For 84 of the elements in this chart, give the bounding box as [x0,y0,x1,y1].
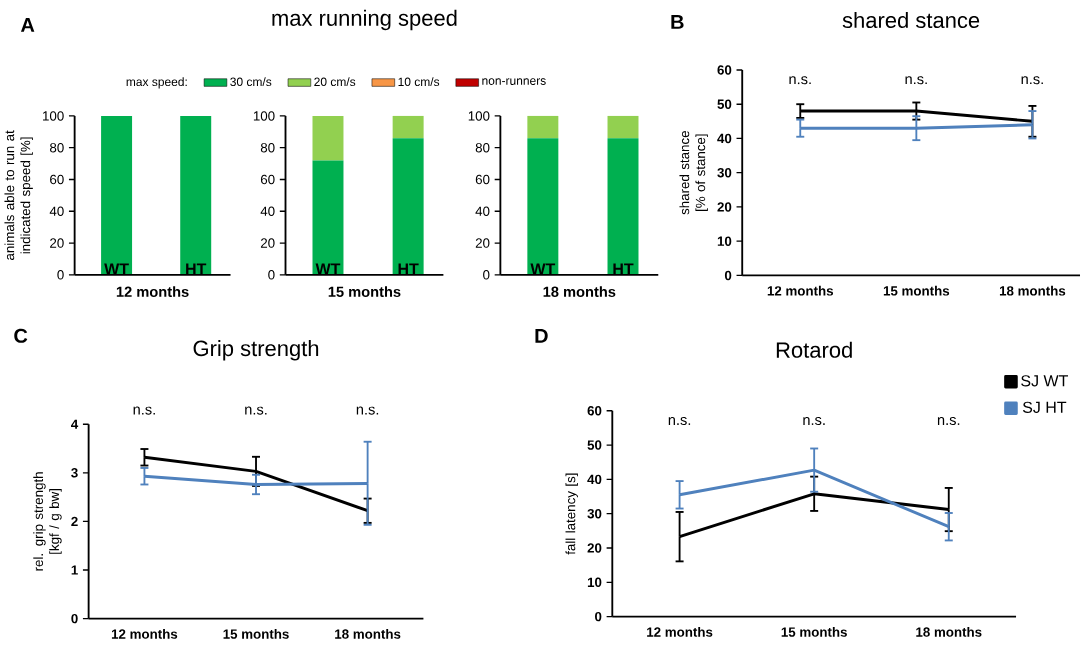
y-tick-label: 10 [587,577,602,588]
y-tick-label: 50 [587,440,602,450]
y-tick-label: 20 [717,202,732,212]
y-tick-label: 20 [475,238,490,248]
y-tick-label: 3 [71,468,78,478]
y-tick-label: 60 [717,65,732,75]
text: A [20,18,35,33]
x-tick-label: HT [398,263,419,275]
y-tick-label: 1 [71,565,78,575]
y-tick-label: 100 [43,111,64,121]
legend-label: 10 cm/s [398,77,440,87]
chart-title: shared stance [842,12,980,29]
text: n.s. [356,406,379,415]
y-axis-title: rel. grip strength [kgf / g bw] [33,472,62,571]
y-tick-label: 60 [260,174,275,185]
bar [312,116,344,161]
y-tick-label: 80 [475,143,490,153]
y-tick-label: 4 [71,419,79,430]
x-tick-label: 15 months [781,627,847,637]
y-tick-label: 60 [587,406,602,416]
chart-title: Grip strength [193,340,319,361]
annotation: n.s. [789,76,811,85]
x-tick-label: WT [104,263,129,275]
y-tick-label: 80 [260,143,275,153]
y-tick-label: 2 [71,516,78,527]
y-axis-title: fall latency [s] [565,473,578,555]
x-tick-label: HT [613,263,634,275]
y-axis-title: animals able to run at indicated speed [%] [4,130,33,261]
y-tick-label: 0 [268,270,275,280]
y-tick-label: 0 [595,612,602,622]
x-tick-label: 15 months [223,629,289,639]
legend-title: max speed: [126,77,187,89]
bar [312,160,344,276]
text: C [14,328,28,344]
y-tick-label: 0 [724,270,732,281]
text: B [671,15,684,30]
y-tick-label: 50 [717,99,732,110]
y-tick-label: 60 [50,174,64,185]
y-tick-label: 20 [260,238,275,248]
y-tick-label: 40 [717,133,732,144]
chart-title: max running speed [272,9,457,31]
y-tick-label: 30 [587,509,602,519]
legend-label: non-runners [482,78,546,86]
x-tick-label: 12 months [767,286,834,296]
y-tick-label: 40 [475,206,490,217]
y-tick-label: 40 [260,206,275,217]
legend-label: SJ HT [1022,401,1067,414]
annotation: n.s. [1021,76,1043,85]
y-tick-label: 20 [50,238,64,248]
legend-label: SJ WT [1021,375,1069,387]
x-tick-label: WT [315,263,341,275]
x-tick-label: 18 months [335,629,401,639]
y-tick-label: 60 [475,174,490,185]
y-tick-label: 40 [49,206,64,217]
annotation: n.s. [668,417,691,426]
x-tick-label: 18 months [999,286,1066,296]
y-tick-label: 40 [587,474,602,485]
annotation: n.s. [905,76,927,85]
y-tick-label: 0 [57,270,64,280]
legend-label: 30 cm/s [230,77,272,87]
x-tick-label: 15 months [883,286,950,296]
y-tick-label: 30 [717,168,732,178]
x-tick-label: 12 months [111,629,178,639]
annotation: n.s. [803,417,825,426]
text: n.s. [245,406,267,415]
y-tick-label: 0 [483,270,490,280]
text: n.s. [133,406,155,415]
x-tick-label: WT [530,263,556,275]
legend-label: 20 cm/s [314,77,356,87]
y-tick-label: 80 [50,143,64,153]
y-tick-label: 20 [587,543,602,553]
bar [392,116,424,139]
x-tick-label: 18 months [916,627,982,637]
x-tick-label: 12 months [647,627,713,637]
bar [392,138,424,276]
y-tick-label: 100 [468,111,490,121]
y-axis-title: shared stance [% of stance] [679,131,708,215]
y-tick-label: 10 [717,236,732,247]
x-tick-label: HT [186,263,207,275]
y-tick-label: 100 [253,111,275,121]
text: D [535,329,548,343]
annotation: n.s. [937,417,960,426]
y-tick-label: 0 [71,614,78,624]
chart-title: Rotarod [776,341,852,359]
